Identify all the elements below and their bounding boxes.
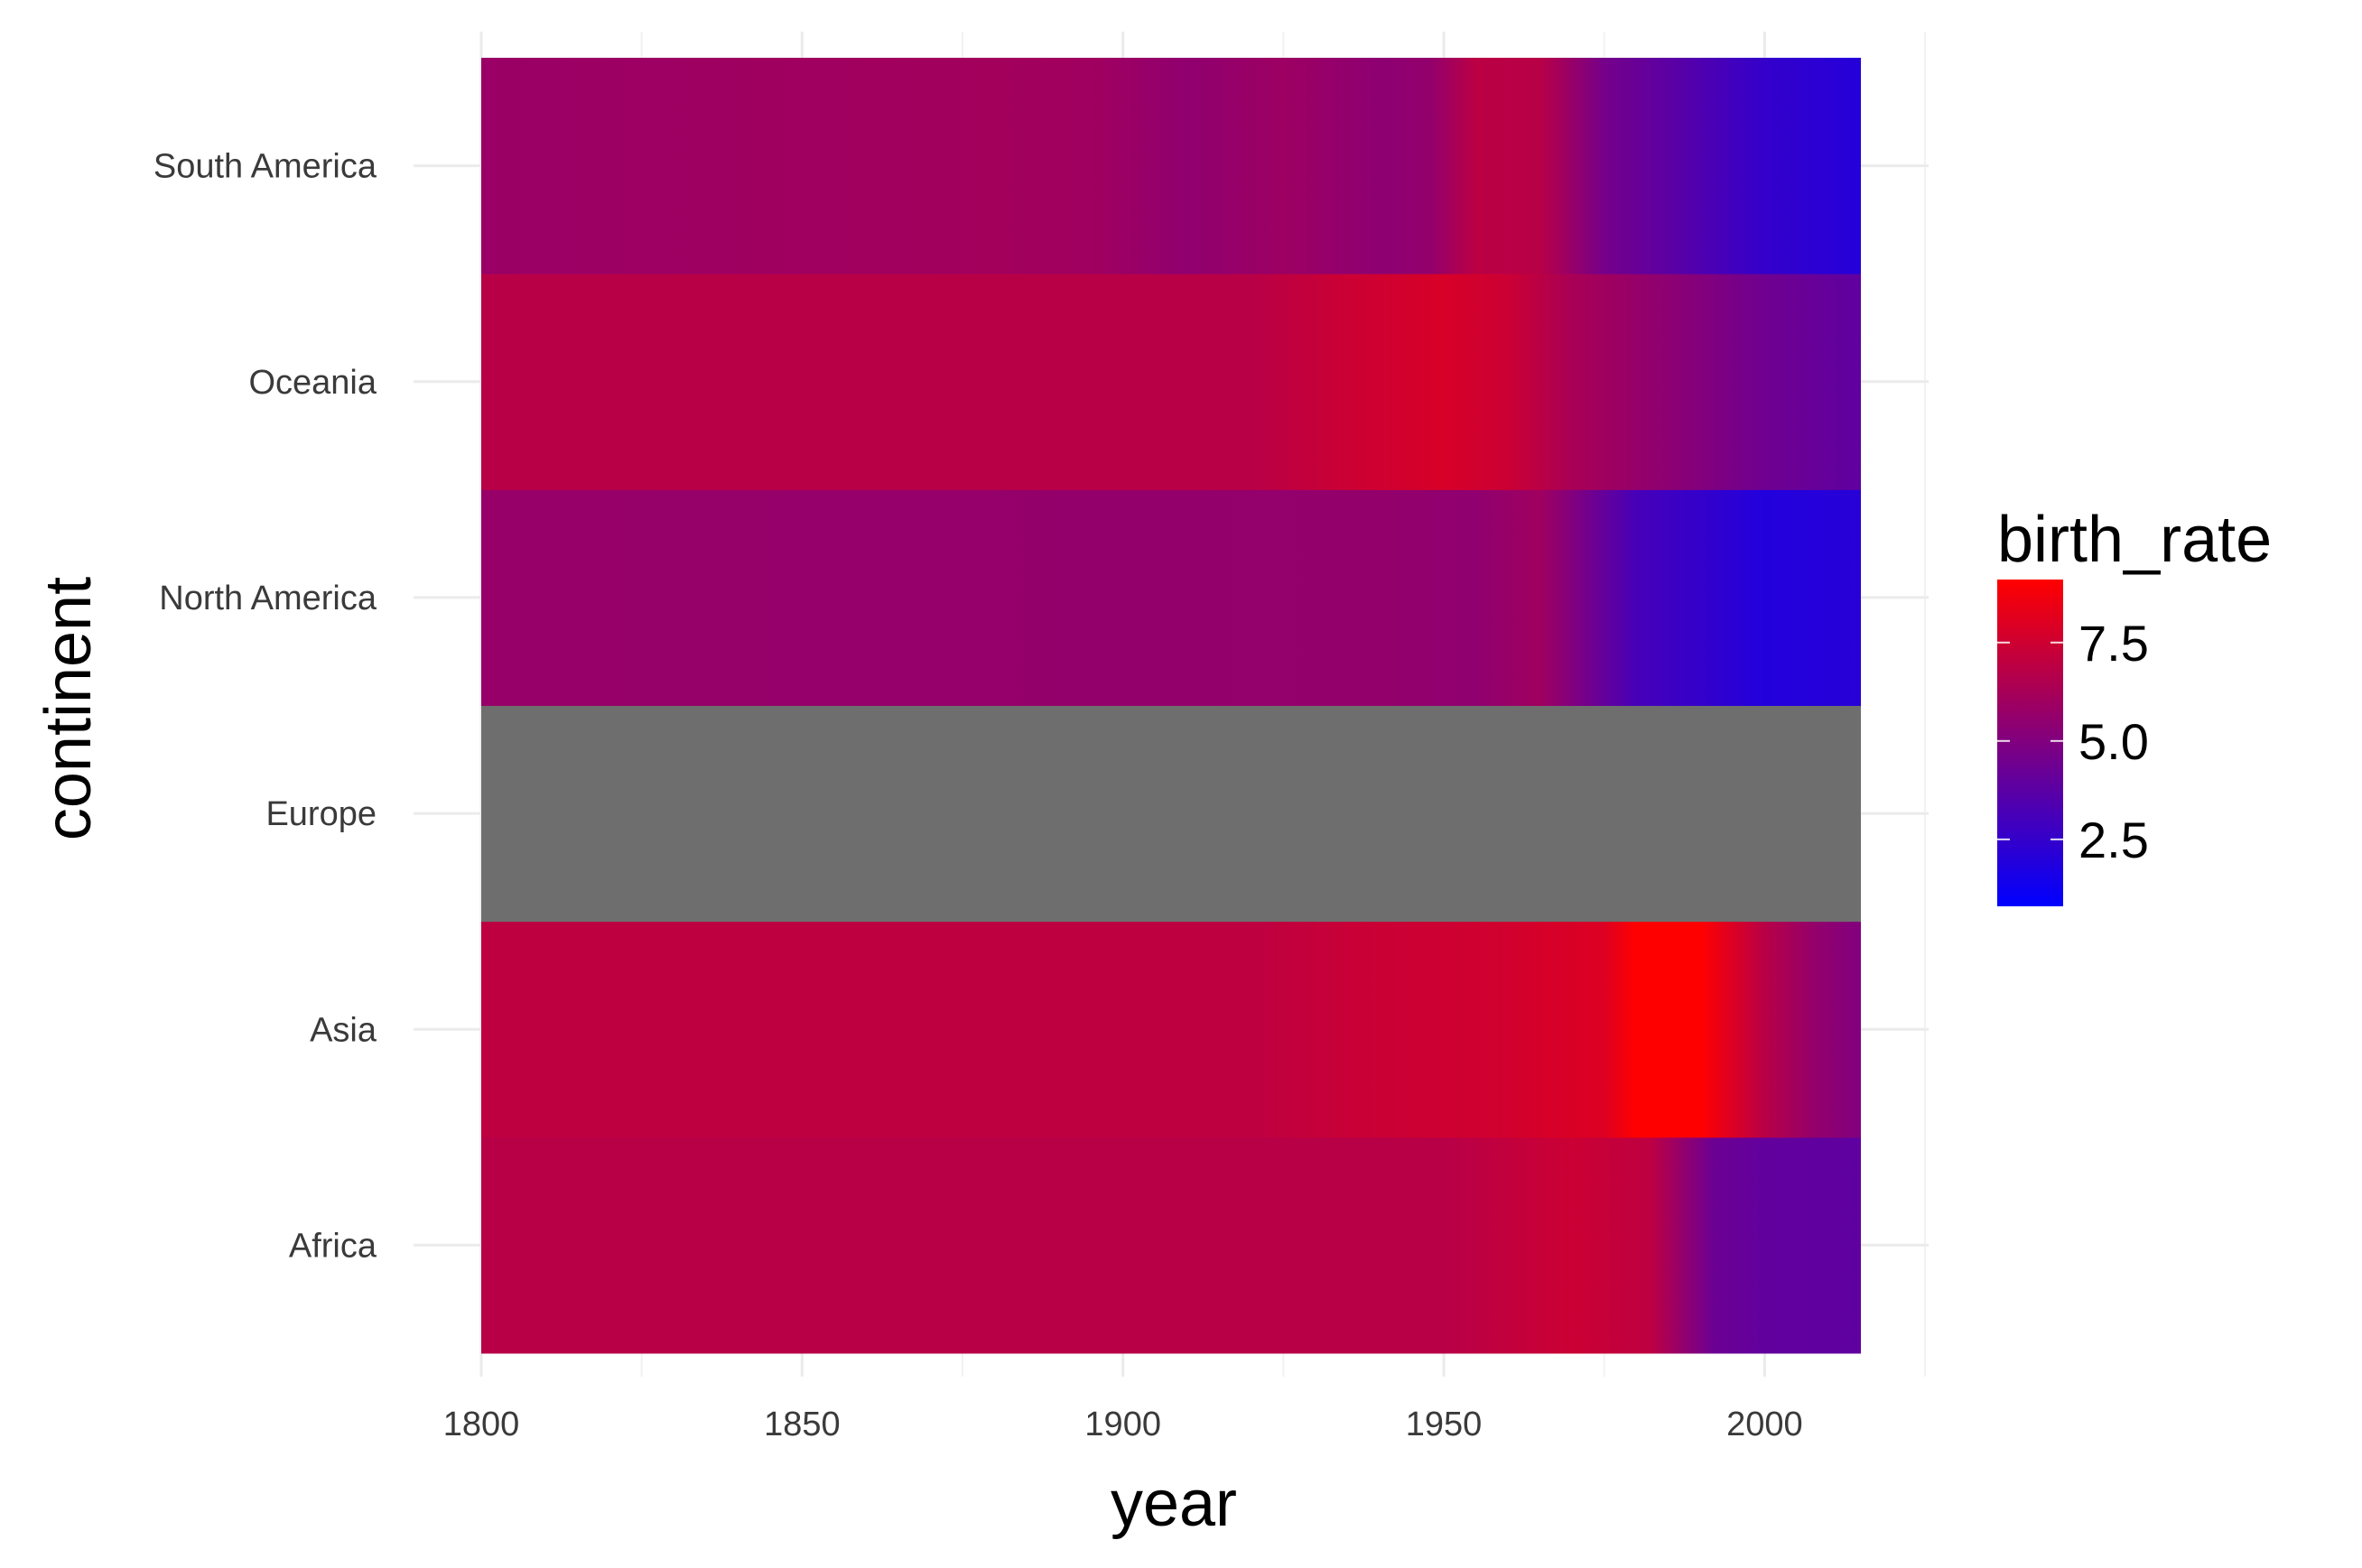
y-tick-label: South America xyxy=(153,148,377,186)
y-tick-label: Oceania xyxy=(248,364,377,402)
y-tick-label: Asia xyxy=(310,1011,377,1049)
x-axis-title: year xyxy=(1111,1468,1237,1540)
x-tick-label: 1800 xyxy=(443,1406,520,1443)
y-axis-ticks: Africa Asia Europe North America Oceania Sout… xyxy=(153,148,377,1266)
y-tick-label: Africa xyxy=(289,1227,377,1265)
x-tick-label: 1950 xyxy=(1406,1406,1483,1443)
legend-break-label: 7.5 xyxy=(2078,615,2149,672)
legend-break-label: 2.5 xyxy=(2078,812,2149,868)
x-tick-label: 1850 xyxy=(764,1406,841,1443)
heatmap-tiles xyxy=(481,58,1861,1354)
legend-title: birth_rate xyxy=(1997,504,2272,576)
x-tick-label: 1900 xyxy=(1084,1406,1161,1443)
y-tick-label: North America xyxy=(159,580,377,617)
legend-break-label: 5.0 xyxy=(2078,713,2149,770)
heatmap-row-south-america xyxy=(481,58,1861,274)
legend-colorbar xyxy=(1997,580,2063,906)
x-tick-label: 2000 xyxy=(1726,1406,1803,1443)
heatmap-row-europe xyxy=(481,705,1861,923)
heatmap-row-africa xyxy=(481,1137,1861,1354)
heatmap-row-north-america xyxy=(481,489,1861,706)
y-tick-label: Europe xyxy=(265,795,377,833)
y-axis-title: continent xyxy=(33,577,105,840)
heatmap-row-oceania xyxy=(481,274,1861,490)
color-legend: birth_rate 2.5 5.0 7.5 xyxy=(1997,504,2272,906)
x-axis-ticks: 1800 1850 1900 1950 2000 xyxy=(443,1406,1803,1443)
heatmap-row-asia xyxy=(481,921,1861,1138)
